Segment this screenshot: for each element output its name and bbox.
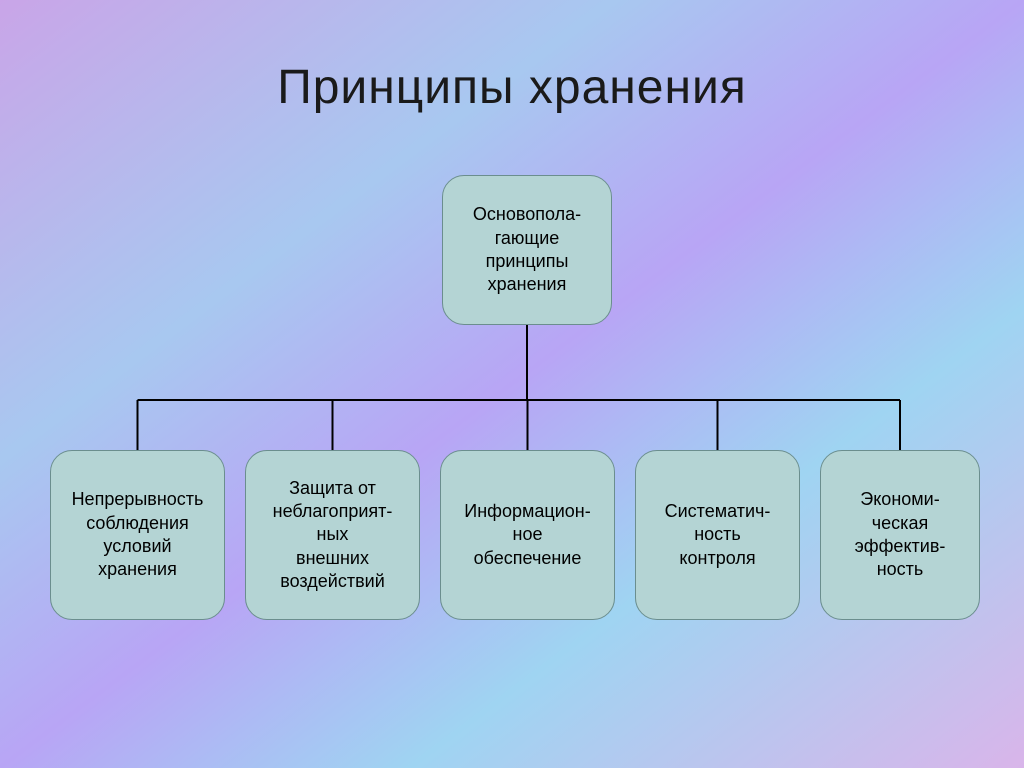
- tree-child-node-3-label: Систематич- ность контроля: [659, 494, 777, 576]
- tree-child-node-4: Экономи- ческая эффектив- ность: [820, 450, 980, 620]
- tree-child-node-3: Систематич- ность контроля: [635, 450, 800, 620]
- tree-child-node-2: Информацион- ное обеспечение: [440, 450, 615, 620]
- background-gradient: [0, 0, 1024, 768]
- tree-child-node-1-label: Защита от неблагоприят- ных внешних возд…: [267, 471, 399, 600]
- slide-title: Принципы хранения: [0, 60, 1024, 115]
- tree-child-node-2-label: Информацион- ное обеспечение: [458, 494, 596, 576]
- tree-child-node-1: Защита от неблагоприят- ных внешних возд…: [245, 450, 420, 620]
- tree-root-node: Основопола- гающие принципы хранения: [442, 175, 612, 325]
- tree-root-node-label: Основопола- гающие принципы хранения: [467, 197, 587, 303]
- tree-child-node-0: Непрерывность соблюдения условий хранени…: [50, 450, 225, 620]
- tree-child-node-0-label: Непрерывность соблюдения условий хранени…: [66, 482, 210, 588]
- tree-child-node-4-label: Экономи- ческая эффектив- ность: [849, 482, 952, 588]
- slide: Принципы хранения Основопола- гающие при…: [0, 0, 1024, 768]
